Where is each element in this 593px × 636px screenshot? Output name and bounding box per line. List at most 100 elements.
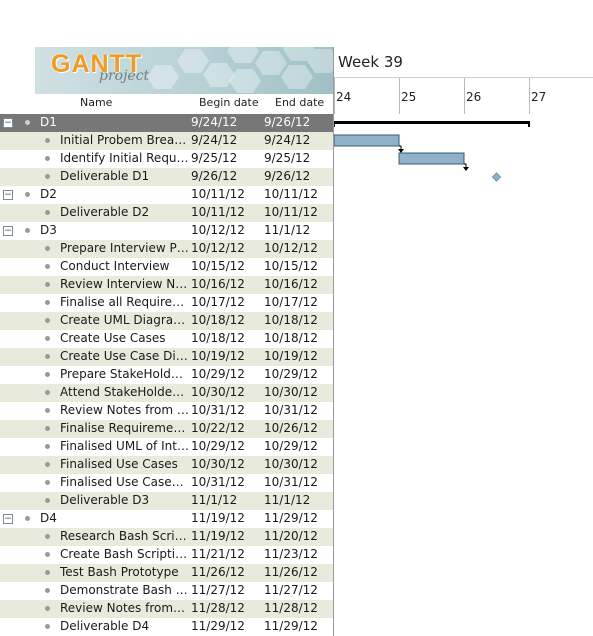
task-end-date: 11/20/12 — [264, 529, 318, 543]
task-row[interactable]: Create Use Case Dia… 10/19/12 10/19/12 — [0, 348, 333, 366]
task-begin-date: 11/1/12 — [191, 493, 238, 507]
task-name: D2 — [40, 187, 57, 201]
task-bullet-icon — [45, 210, 50, 215]
task-row[interactable]: Review Notes from S… 10/31/12 10/31/12 — [0, 402, 333, 420]
task-begin-date: 10/31/12 — [191, 403, 245, 417]
task-begin-date: 10/22/12 — [191, 421, 245, 435]
task-end-date: 10/17/12 — [264, 295, 318, 309]
task-begin-date: 10/12/12 — [191, 241, 245, 255]
task-bullet-icon — [25, 228, 30, 233]
day-label: 27 — [531, 90, 547, 104]
task-row[interactable]: Finalised Use Case… 10/31/12 10/31/12 — [0, 474, 333, 492]
task-group-row[interactable]: − D1 9/24/12 9/26/12 — [0, 114, 333, 132]
summary-bar[interactable] — [334, 121, 530, 124]
task-begin-date: 10/12/12 — [191, 223, 245, 237]
dependency-arrow-head[interactable] — [398, 149, 404, 153]
task-bullet-icon — [45, 462, 50, 467]
task-name: Conduct Interview — [60, 259, 170, 273]
task-end-date: 10/30/12 — [264, 457, 318, 471]
task-name: Prepare StakeHolde… — [60, 367, 189, 381]
task-row[interactable]: Deliverable D2 10/11/12 10/11/12 — [0, 204, 333, 222]
task-end-date: 10/31/12 — [264, 475, 318, 489]
task-row[interactable]: Research Bash Scrip… 11/19/12 11/20/12 — [0, 528, 333, 546]
task-bullet-icon — [45, 138, 50, 143]
task-begin-date: 10/29/12 — [191, 367, 245, 381]
week-label: Week 39 — [338, 53, 403, 71]
splitter[interactable] — [333, 47, 334, 636]
task-row[interactable]: Finalise Requiremen… 10/22/12 10/26/12 — [0, 420, 333, 438]
day-scale: 24 25 26 27 — [334, 77, 593, 114]
task-name: Initial Probem Break… — [60, 133, 189, 147]
task-row[interactable]: Deliverable D1 9/26/12 9/26/12 — [0, 168, 333, 186]
task-row[interactable]: Review Notes from… 11/28/12 11/28/12 — [0, 600, 333, 618]
task-row[interactable]: Demonstrate Bash P… 11/27/12 11/27/12 — [0, 582, 333, 600]
task-begin-date: 10/17/12 — [191, 295, 245, 309]
task-row[interactable]: Test Bash Prototype 11/26/12 11/26/12 — [0, 564, 333, 582]
task-bullet-icon — [45, 606, 50, 611]
task-name: Identify Initial Requir… — [60, 151, 189, 165]
summary-bar-start[interactable] — [334, 121, 335, 127]
collapse-toggle-icon[interactable]: − — [3, 514, 13, 524]
task-bullet-icon — [45, 282, 50, 287]
task-bullet-icon — [45, 264, 50, 269]
task-name: Create UML Diagra… — [60, 313, 186, 327]
task-begin-date: 11/19/12 — [191, 511, 245, 525]
collapse-toggle-icon[interactable]: − — [3, 118, 13, 128]
task-begin-date: 10/16/12 — [191, 277, 245, 291]
task-end-date: 9/25/12 — [264, 151, 311, 165]
task-bullet-icon — [45, 174, 50, 179]
task-group-row[interactable]: − D3 10/12/12 11/1/12 — [0, 222, 333, 240]
task-name: Research Bash Scrip… — [60, 529, 189, 543]
task-bullet-icon — [45, 246, 50, 251]
task-row[interactable]: Identify Initial Requir… 9/25/12 9/25/12 — [0, 150, 333, 168]
day-label: 25 — [401, 90, 417, 104]
task-end-date: 11/26/12 — [264, 565, 318, 579]
task-name: Finalised Use Case… — [60, 475, 184, 489]
task-row[interactable]: Review Interview No… 10/16/12 10/16/12 — [0, 276, 333, 294]
task-bullet-icon — [25, 192, 30, 197]
task-end-date: 9/26/12 — [264, 115, 311, 129]
task-row[interactable]: Initial Probem Break… 9/24/12 9/24/12 — [0, 132, 333, 150]
task-begin-date: 9/26/12 — [191, 169, 238, 183]
task-begin-date: 10/31/12 — [191, 475, 245, 489]
task-group-row[interactable]: − D2 10/11/12 10/11/12 — [0, 186, 333, 204]
task-row[interactable]: Create UML Diagra… 10/18/12 10/18/12 — [0, 312, 333, 330]
task-row[interactable]: Create Bash Scripting 11/21/12 11/23/12 — [0, 546, 333, 564]
task-row[interactable]: Attend StakeHolder… 10/30/12 10/30/12 — [0, 384, 333, 402]
summary-bar-end[interactable] — [528, 121, 530, 127]
task-begin-date: 10/30/12 — [191, 457, 245, 471]
collapse-toggle-icon[interactable]: − — [3, 226, 13, 236]
gantt-bars — [334, 121, 530, 182]
task-row[interactable]: Conduct Interview 10/15/12 10/15/12 — [0, 258, 333, 276]
task-name: Finalise all Require… — [60, 295, 185, 309]
gantt-chart-area[interactable]: Week 39 24 25 26 27 — [334, 47, 593, 636]
task-name: Attend StakeHolder… — [60, 385, 189, 399]
task-row[interactable]: Deliverable D4 11/29/12 11/29/12 — [0, 618, 333, 636]
collapse-toggle-icon[interactable]: − — [3, 190, 13, 200]
task-group-row[interactable]: − D4 11/19/12 11/29/12 — [0, 510, 333, 528]
task-name: Finalised UML of Inte… — [60, 439, 189, 453]
task-row[interactable]: Deliverable D3 11/1/12 11/1/12 — [0, 492, 333, 510]
task-end-date: 9/24/12 — [264, 133, 311, 147]
day-tick — [464, 78, 465, 114]
task-begin-date: 11/19/12 — [191, 529, 245, 543]
task-bar[interactable] — [334, 134, 400, 147]
task-row[interactable]: Finalised UML of Inte… 10/29/12 10/29/12 — [0, 438, 333, 456]
task-begin-date: 10/18/12 — [191, 313, 245, 327]
column-header-name[interactable]: Name — [80, 96, 113, 109]
column-header-begin-date[interactable]: Begin date — [199, 96, 259, 109]
task-row[interactable]: Prepare Interview Plan 10/12/12 10/12/12 — [0, 240, 333, 258]
task-bar[interactable] — [398, 152, 465, 165]
dependency-arrow-head[interactable] — [463, 167, 469, 171]
task-end-date: 11/29/12 — [264, 511, 318, 525]
task-name: Review Notes from… — [60, 601, 186, 615]
task-bullet-icon — [45, 300, 50, 305]
task-row[interactable]: Prepare StakeHolde… 10/29/12 10/29/12 — [0, 366, 333, 384]
milestone-marker[interactable] — [491, 172, 502, 182]
task-row[interactable]: Create Use Cases 10/18/12 10/18/12 — [0, 330, 333, 348]
task-begin-date: 9/25/12 — [191, 151, 238, 165]
task-row[interactable]: Finalised Use Cases 10/30/12 10/30/12 — [0, 456, 333, 474]
column-header-end-date[interactable]: End date — [275, 96, 325, 109]
task-row[interactable]: Finalise all Require… 10/17/12 10/17/12 — [0, 294, 333, 312]
task-bullet-icon — [45, 588, 50, 593]
